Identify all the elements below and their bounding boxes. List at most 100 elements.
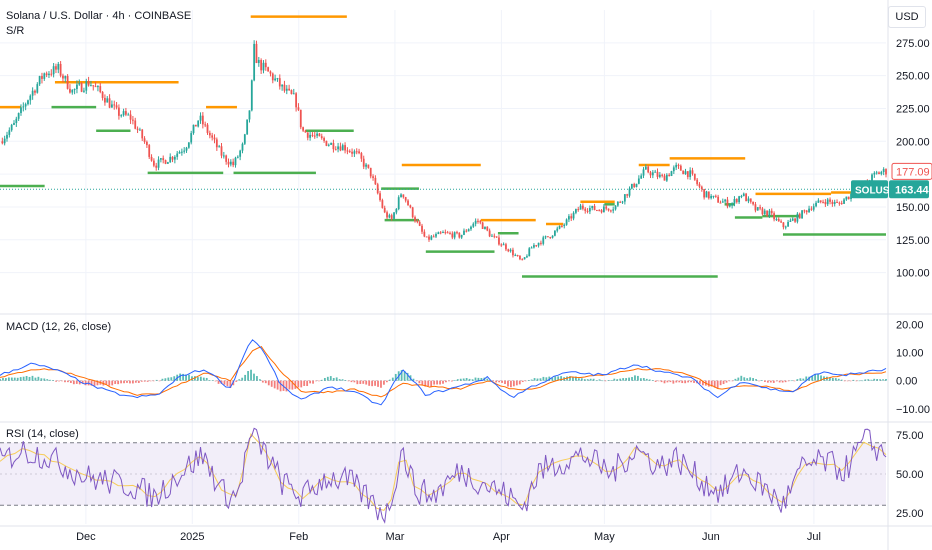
- candle-body: [824, 201, 827, 205]
- macd-histogram-bar: [303, 380, 306, 386]
- candle-body: [579, 205, 582, 210]
- candle-body: [668, 174, 671, 176]
- candle-body: [796, 213, 799, 222]
- macd-histogram-bar: [16, 377, 19, 381]
- macd-histogram-bar: [261, 380, 264, 383]
- candle-body: [556, 228, 559, 231]
- candle-body: [745, 193, 748, 202]
- macd-histogram-bar: [430, 380, 433, 387]
- macd-histogram-bar: [766, 380, 769, 383]
- macd-histogram-bar: [642, 378, 645, 381]
- candle-body: [92, 85, 95, 87]
- macd-histogram-bar: [870, 379, 873, 381]
- candle-body: [808, 208, 810, 213]
- macd-histogram-bar: [84, 380, 87, 386]
- macd-histogram-bar: [577, 378, 580, 381]
- macd-histogram-bar: [146, 380, 149, 382]
- candle-body: [78, 83, 81, 85]
- macd-histogram-bar: [453, 379, 456, 381]
- candle-body: [134, 120, 137, 129]
- x-tick-label: Mar: [385, 531, 404, 543]
- candle-body: [24, 104, 27, 107]
- macd-histogram-bar: [90, 380, 93, 386]
- macd-histogram-bar: [108, 380, 111, 386]
- macd-histogram-bar: [421, 380, 424, 386]
- candle-body: [66, 76, 69, 89]
- candle-body: [451, 233, 454, 238]
- candle-body: [180, 151, 183, 153]
- macd-histogram-bar: [746, 378, 749, 381]
- macd-histogram-bar: [111, 380, 114, 386]
- candle-body: [777, 218, 780, 222]
- currency-button[interactable]: USD: [888, 6, 926, 28]
- rsi-title: RSI (14, close): [6, 428, 79, 440]
- x-tick-label: May: [594, 531, 615, 543]
- candle-body: [885, 169, 887, 175]
- candle-body: [344, 145, 346, 151]
- macd-histogram-bar: [586, 379, 589, 381]
- candle-body: [115, 105, 118, 108]
- candle-body: [239, 150, 242, 157]
- candle-body: [528, 248, 531, 257]
- candle-body: [55, 66, 57, 70]
- candle-body: [132, 119, 134, 121]
- macd-histogram-bar: [427, 380, 430, 387]
- candle-body: [97, 86, 99, 88]
- macd-histogram-bar: [321, 379, 323, 381]
- candle-body: [831, 201, 834, 204]
- candle-body: [129, 114, 132, 120]
- candle-body: [549, 236, 552, 238]
- candle-body: [616, 201, 619, 206]
- macd-histogram-bar: [170, 377, 173, 381]
- candle-body: [521, 259, 524, 261]
- candle-body: [332, 142, 335, 150]
- macd-histogram-bar: [637, 375, 639, 381]
- candle-body: [374, 177, 377, 185]
- macd-histogram-bar: [752, 378, 754, 381]
- macd-histogram-bar: [241, 377, 244, 381]
- macd-histogram-bar: [873, 378, 876, 381]
- candle-body: [169, 156, 172, 163]
- candle-body: [94, 86, 97, 88]
- candle-body: [208, 132, 211, 136]
- macd-histogram-bar: [258, 379, 261, 381]
- candle-body: [400, 194, 402, 198]
- candle-body: [416, 221, 419, 223]
- macd-histogram-bar: [217, 380, 220, 384]
- macd-histogram-bar: [710, 380, 713, 387]
- macd-histogram-bar: [731, 380, 734, 382]
- candle-body: [488, 230, 491, 237]
- symbol-badge: [851, 180, 888, 199]
- candle-body: [38, 76, 41, 85]
- candle-body: [742, 193, 745, 197]
- macd-histogram-bar: [728, 380, 731, 382]
- macd-histogram-bar: [442, 380, 444, 384]
- macd-histogram-bar: [486, 378, 489, 381]
- candle-body: [157, 159, 160, 168]
- candle-body: [458, 232, 461, 238]
- macd-histogram-bar: [725, 380, 728, 383]
- macd-histogram-bar: [173, 376, 176, 381]
- macd-histogram-bar: [846, 380, 849, 382]
- candle-body: [595, 210, 598, 212]
- candle-body: [530, 247, 533, 249]
- macd-histogram-bar: [448, 380, 450, 382]
- candle-body: [62, 75, 64, 79]
- candle-body: [36, 84, 39, 93]
- macd-histogram-bar: [332, 378, 335, 381]
- macd-histogram-bar: [551, 377, 554, 381]
- candle-body: [514, 255, 517, 257]
- macd-histogram-bar: [459, 378, 462, 381]
- macd-histogram-bar: [456, 379, 459, 381]
- macd-histogram-bar: [205, 377, 208, 381]
- candle-body: [276, 78, 279, 80]
- macd-histogram-bar: [264, 380, 267, 384]
- candle-body: [654, 171, 657, 173]
- macd-histogram-bar: [660, 380, 663, 383]
- rsi-pane: [0, 427, 887, 524]
- macd-histogram-bar: [690, 380, 692, 383]
- macd-histogram-bar: [291, 380, 294, 390]
- candle-body: [176, 153, 179, 157]
- candle-body: [570, 216, 573, 219]
- candle-body: [493, 235, 496, 237]
